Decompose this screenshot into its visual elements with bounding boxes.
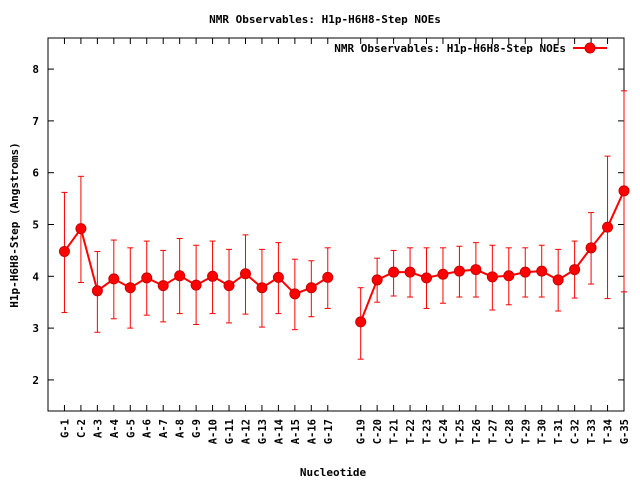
data-point bbox=[157, 280, 169, 292]
data-point bbox=[519, 266, 531, 278]
data-point bbox=[371, 274, 383, 286]
x-tick-label: G-19 bbox=[356, 419, 368, 444]
x-tick-label: A-7 bbox=[158, 419, 170, 438]
x-tick-label: A-8 bbox=[175, 419, 187, 438]
data-point bbox=[536, 265, 548, 277]
plot-frame bbox=[47, 37, 625, 412]
data-point bbox=[289, 288, 301, 300]
x-tick-label: C-24 bbox=[438, 419, 450, 444]
x-tick-label: A-4 bbox=[109, 419, 121, 438]
x-tick-label: T-22 bbox=[405, 419, 417, 444]
x-axis-label: Nucleotide bbox=[300, 466, 367, 479]
data-point bbox=[486, 271, 498, 283]
data-point bbox=[91, 285, 103, 297]
x-axis: G-1 C-2 A-3 A-4 G-5 A-6 A-7 A-8 G-9 A-10 G-11 A-12 G… bbox=[59, 38, 631, 444]
x-tick-label: G-1 bbox=[59, 419, 71, 438]
data-point bbox=[272, 271, 284, 283]
x-tick-label: G-35 bbox=[619, 419, 631, 444]
x-tick-label: A-10 bbox=[208, 419, 220, 444]
data-point bbox=[207, 270, 219, 282]
data-point bbox=[388, 266, 400, 278]
y-tick-label: 5 bbox=[32, 219, 39, 232]
data-point bbox=[404, 266, 416, 278]
data-point bbox=[569, 264, 581, 276]
x-tick-label: T-23 bbox=[422, 419, 434, 444]
x-tick-label: T-21 bbox=[389, 419, 401, 444]
series-lines bbox=[63, 190, 625, 323]
x-tick-label: T-30 bbox=[537, 419, 549, 444]
x-tick-label: T-26 bbox=[471, 419, 483, 444]
data-point bbox=[305, 282, 317, 294]
data-point bbox=[355, 316, 367, 328]
x-tick-label: A-15 bbox=[290, 419, 302, 444]
data-point bbox=[141, 272, 153, 284]
x-tick-label: G-13 bbox=[257, 419, 269, 444]
x-tick-label: A-6 bbox=[142, 419, 154, 438]
x-tick-label: G-9 bbox=[191, 419, 203, 438]
y-tick-label: 6 bbox=[32, 167, 39, 180]
x-tick-label: A-12 bbox=[240, 419, 252, 444]
data-point bbox=[421, 272, 433, 284]
data-point bbox=[190, 279, 202, 291]
data-point bbox=[322, 271, 334, 283]
x-tick-label: T-34 bbox=[603, 419, 615, 444]
y-tick-label: 7 bbox=[32, 115, 39, 128]
y-axis-label: H1p-H6H8-Step (Angstroms) bbox=[8, 142, 21, 308]
x-tick-label: G-5 bbox=[125, 419, 137, 438]
x-tick-label: C-32 bbox=[570, 419, 582, 444]
chart-title: NMR Observables: H1p-H6H8-Step NOEs bbox=[209, 13, 441, 26]
error-bars bbox=[61, 90, 627, 360]
data-point bbox=[470, 264, 482, 276]
data-points bbox=[58, 185, 630, 328]
x-tick-label: T-31 bbox=[553, 419, 565, 444]
x-tick-label: C-20 bbox=[372, 419, 384, 444]
x-tick-label: A-16 bbox=[306, 419, 318, 444]
x-tick-label: A-3 bbox=[92, 419, 104, 438]
x-tick-label: G-17 bbox=[323, 419, 335, 444]
data-point bbox=[108, 273, 120, 285]
x-tick-label: A-14 bbox=[273, 419, 285, 444]
x-tick-label: T-25 bbox=[454, 419, 466, 444]
legend: NMR Observables: H1p-H6H8-Step NOEs bbox=[334, 42, 607, 55]
legend-label: NMR Observables: H1p-H6H8-Step NOEs bbox=[334, 42, 566, 55]
data-point bbox=[174, 270, 186, 282]
data-point bbox=[223, 280, 235, 292]
data-point bbox=[618, 185, 630, 197]
y-tick-label: 8 bbox=[32, 63, 39, 76]
data-point bbox=[437, 268, 449, 280]
data-point bbox=[58, 245, 70, 257]
data-point bbox=[503, 270, 515, 282]
x-tick-label: C-28 bbox=[504, 419, 516, 444]
y-tick-label: 3 bbox=[32, 322, 39, 335]
data-point bbox=[552, 274, 564, 286]
data-point bbox=[585, 242, 597, 254]
y-tick-label: 2 bbox=[32, 374, 39, 387]
x-tick-label: T-27 bbox=[487, 419, 499, 444]
legend-marker bbox=[584, 42, 596, 54]
x-tick-label: T-33 bbox=[586, 419, 598, 444]
data-point bbox=[602, 221, 614, 233]
x-tick-label: C-2 bbox=[76, 419, 88, 438]
y-axis: 2 3 4 5 6 7 8 bbox=[32, 63, 624, 387]
data-point bbox=[453, 265, 465, 277]
x-tick-label: T-29 bbox=[520, 419, 532, 444]
data-point bbox=[256, 282, 268, 294]
y-tick-label: 4 bbox=[32, 270, 39, 283]
data-point bbox=[75, 223, 87, 235]
data-point bbox=[239, 268, 251, 280]
x-tick-label: G-11 bbox=[224, 419, 236, 444]
data-point bbox=[124, 282, 136, 294]
